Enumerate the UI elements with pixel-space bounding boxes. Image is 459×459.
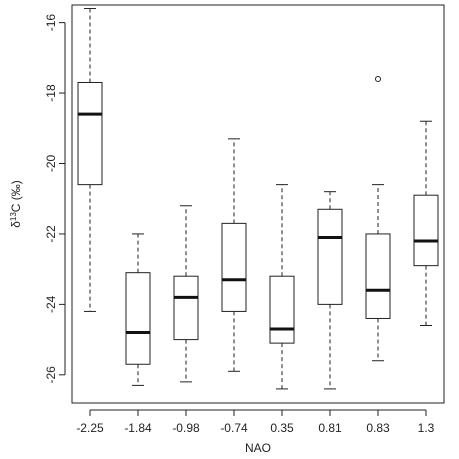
y-tick-label: -18 (44, 84, 58, 102)
x-tick-label: -2.25 (76, 421, 104, 435)
box-iqr (413, 194, 439, 267)
box-iqr (173, 275, 199, 341)
y-axis-label-text: C (‰) (9, 180, 23, 212)
box-group (413, 120, 439, 327)
y-axis-label-symbol: δ (9, 221, 23, 228)
x-tick-label: -0.74 (220, 421, 248, 435)
box-group (125, 233, 151, 386)
y-tick-label: -26 (44, 366, 58, 384)
x-tick-label: 0.35 (270, 421, 294, 435)
x-tick-label: -1.84 (124, 421, 152, 435)
x-axis-label: NAO (245, 441, 271, 455)
box-group (173, 205, 199, 383)
box-iqr (269, 275, 295, 344)
box-iqr (77, 81, 103, 186)
y-axis: -26 -24 -22 -20 -18 -16 (44, 14, 66, 384)
box-group (317, 191, 343, 390)
boxes (77, 8, 439, 390)
box-iqr (317, 208, 343, 305)
y-tick-label: -16 (44, 14, 58, 32)
box-group (269, 184, 295, 390)
box-iqr (125, 272, 151, 365)
y-axis-label: δ13C (‰) (9, 180, 24, 228)
y-tick-label: -22 (44, 225, 58, 243)
x-tick-label: 0.81 (318, 421, 342, 435)
x-tick-label: 0.83 (366, 421, 390, 435)
outlier-point (375, 75, 381, 82)
y-tick-label: -24 (44, 295, 58, 313)
box-group (77, 8, 103, 312)
box-iqr (365, 233, 391, 319)
y-tick-label: -20 (44, 154, 58, 172)
x-tick-label: 1.3 (418, 421, 435, 435)
box-group (221, 138, 247, 372)
y-axis-label-superscript: 13 (9, 212, 18, 221)
box-iqr (221, 222, 247, 312)
x-tick-label: -0.98 (172, 421, 200, 435)
box-group (365, 75, 391, 362)
x-axis: -2.25 -1.84 -0.98 -0.74 0.35 0.81 0.83 1.3 (76, 409, 435, 435)
plot-frame (71, 4, 445, 404)
